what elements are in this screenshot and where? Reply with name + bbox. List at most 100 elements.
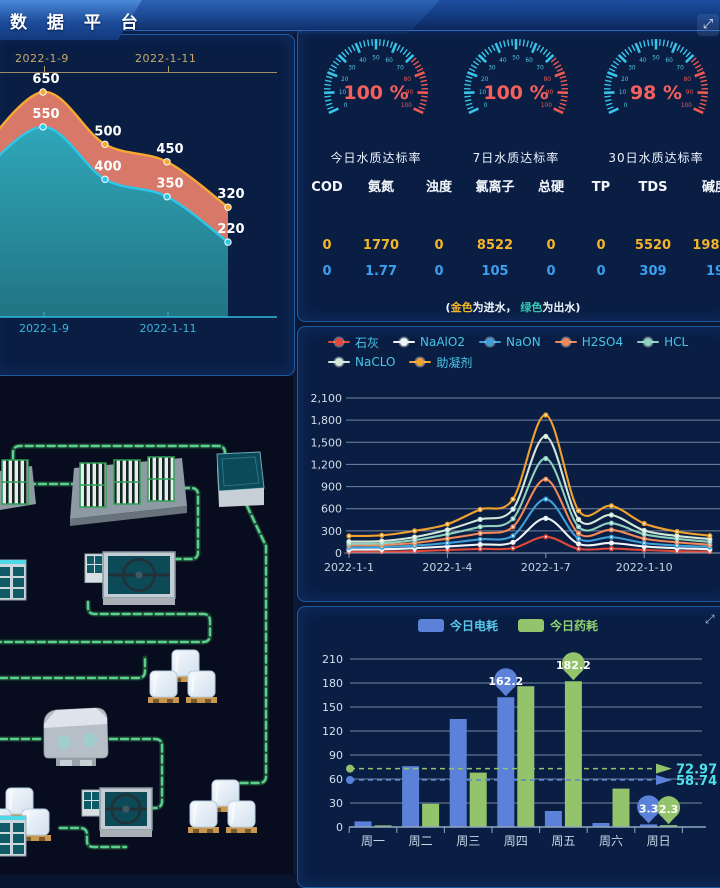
gauge-tick — [695, 72, 705, 76]
gauge-tick — [523, 40, 524, 46]
plant-3d-diagram — [0, 376, 293, 875]
bar-今日药耗 — [565, 681, 582, 827]
bar-今日电耗 — [497, 697, 514, 827]
gauge-tick — [613, 61, 618, 65]
gauge-tick — [632, 45, 635, 51]
legend-swatch — [418, 619, 444, 632]
data-point-core — [643, 530, 645, 532]
gauge-tick — [390, 42, 392, 48]
avg-line-start-dot — [346, 776, 354, 784]
data-point — [225, 239, 231, 245]
gauge-tick — [329, 69, 335, 72]
gauge-tick — [420, 76, 426, 78]
point-label: 350 — [156, 177, 183, 192]
gauge-tick — [644, 41, 646, 47]
inlet-value: 19800 — [682, 235, 720, 261]
x-tick-label: 2022-1-4 — [422, 561, 472, 574]
gauge-tick — [561, 96, 567, 97]
gauge-tick — [467, 72, 477, 76]
expand-icon[interactable]: ⤢ — [705, 612, 715, 627]
legend-label: 石灰 — [355, 334, 379, 351]
gauge-tick-label: 50 — [372, 56, 380, 62]
avg-value-label: 58.74 — [676, 774, 717, 789]
inlet-value: 0 — [578, 235, 624, 261]
gauge-tick — [488, 47, 491, 53]
outlet-value: 0 — [412, 261, 466, 287]
gauge-tick — [417, 69, 423, 72]
gauge-tick — [331, 65, 337, 68]
outlet-value: 105 — [466, 261, 524, 287]
gauge-tick — [380, 39, 381, 45]
x-tick-label: 周五 — [551, 834, 575, 848]
storage-tank — [217, 452, 264, 507]
table-header: 氯离子 — [466, 179, 524, 235]
gauge-tick — [324, 84, 330, 85]
legend-item-H2SO4[interactable]: H2SO4 — [555, 333, 623, 351]
gauge-tick — [466, 103, 472, 105]
gauge-tick-label: 30 — [488, 66, 496, 72]
gauge-tick — [364, 41, 366, 47]
gauge-tick — [400, 47, 403, 53]
data-point-core — [512, 508, 514, 510]
outlet-value: 0 — [524, 261, 578, 287]
gauge-tick — [411, 58, 416, 62]
legend-label: HCL — [664, 335, 688, 349]
legend-item-今日药耗[interactable]: 今日药耗 — [518, 617, 598, 634]
x-tick-label: 周四 — [504, 834, 528, 848]
legend-item-助凝剂[interactable]: 助凝剂 — [409, 353, 472, 371]
gauge-tick — [560, 103, 566, 105]
data-point — [40, 89, 46, 95]
gauge-tick — [532, 43, 536, 53]
y-tick-label: 120 — [322, 725, 343, 738]
outlet-value: 0 — [578, 261, 624, 287]
membrane-platform — [0, 457, 187, 526]
gauge-tick — [336, 58, 341, 62]
gauge-tick — [555, 72, 565, 76]
gauge-tick — [611, 65, 617, 68]
gauge-tick — [469, 69, 475, 72]
x-tick-label: 周三 — [456, 834, 480, 848]
gauge-label: 7日水质达标率 — [446, 149, 586, 166]
data-point-core — [348, 535, 350, 537]
outlet-value: 309 — [624, 261, 682, 287]
legend-item-NaAlO2[interactable]: NaAlO2 — [393, 333, 465, 351]
gauge-value: 98 % — [630, 82, 682, 104]
legend-label: NaCLO — [355, 355, 395, 369]
bag-stack — [148, 650, 217, 703]
gauge-tick — [667, 41, 669, 47]
gauge-tick-label: 70 — [676, 66, 684, 72]
legend-marker — [409, 357, 431, 367]
legend-item-NaON[interactable]: NaON — [479, 333, 541, 351]
inlet-value: 8522 — [466, 235, 524, 261]
data-point-core — [610, 505, 612, 507]
pipe — [0, 658, 145, 678]
gauge-tick — [540, 47, 543, 53]
gauge-tick — [672, 43, 676, 53]
legend-item-HCL[interactable]: HCL — [637, 333, 688, 351]
gauge-tick — [464, 84, 470, 85]
data-point-core — [643, 542, 645, 544]
gauge-tick — [372, 39, 373, 45]
data-point-core — [414, 530, 416, 532]
legend-item-今日电耗[interactable]: 今日电耗 — [418, 617, 498, 634]
bar-今日电耗 — [545, 811, 562, 827]
legend-item-石灰[interactable]: 石灰 — [328, 333, 379, 351]
legend-label: 今日电耗 — [450, 617, 498, 634]
gauge-tick — [606, 103, 612, 105]
gauge-tick — [604, 84, 610, 85]
gauge-tick — [492, 45, 495, 51]
data-point — [102, 141, 108, 147]
bar-今日药耗 — [517, 686, 534, 827]
expand-icon[interactable]: ⤢ — [697, 14, 719, 36]
legend-marker — [637, 337, 659, 347]
legend-item-NaCLO[interactable]: NaCLO — [328, 353, 395, 371]
gauge-tick — [559, 107, 565, 109]
inlet-value: 5520 — [624, 235, 682, 261]
data-point-core — [643, 545, 645, 547]
gauge-tick-label: 70 — [536, 66, 544, 72]
gauge-tick-label: 20 — [621, 77, 629, 83]
gauge-tick-label: 40 — [359, 58, 367, 64]
gauge-tick — [607, 72, 617, 76]
data-point-core — [643, 523, 645, 525]
